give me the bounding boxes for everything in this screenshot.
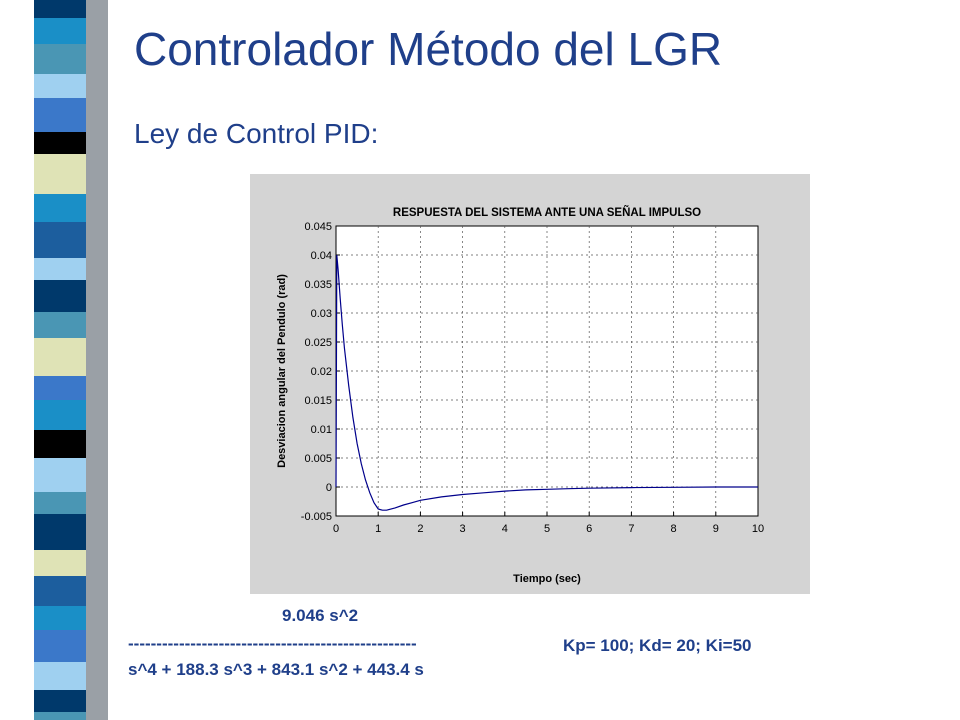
stripe-block xyxy=(34,0,86,18)
stripe-block xyxy=(34,690,86,712)
stripe-block xyxy=(34,222,86,258)
y-tick-label: 0.035 xyxy=(304,279,332,291)
transfer-function-numerator: 9.046 s^2 xyxy=(282,606,359,625)
stripe-block xyxy=(34,258,86,280)
stripe-margin xyxy=(0,0,34,720)
stripe-block xyxy=(34,280,86,312)
impulse-response-chart: 0 1 2 3 4 5 6 7 8 9 10 -0.00500.0050.010.0150.020.… xyxy=(250,174,810,594)
tick-marks xyxy=(335,225,759,517)
stripe-block xyxy=(34,312,86,338)
x-tick-label: 7 xyxy=(628,523,634,535)
stripe-block xyxy=(34,458,86,492)
transfer-function-fraction-bar: ----------------------------------------… xyxy=(128,634,417,653)
stripe-block xyxy=(34,492,86,514)
stripe-block xyxy=(34,430,86,458)
stripe-block xyxy=(34,98,86,132)
y-axis-label: Desviacion angular del Pendulo (rad) xyxy=(276,274,288,468)
transfer-function-denominator: s^4 + 188.3 s^3 + 843.1 s^2 + 443.4 s xyxy=(128,660,424,679)
x-tick-label: 8 xyxy=(671,523,677,535)
x-tick-label: 5 xyxy=(544,523,550,535)
y-tick-label: 0.03 xyxy=(311,308,332,320)
series-line xyxy=(335,254,758,511)
pid-gains: Kp= 100; Kd= 20; Ki=50 xyxy=(563,636,752,655)
stripe-block xyxy=(34,606,86,630)
stripe-block xyxy=(34,338,86,376)
x-tick-label: 10 xyxy=(752,523,764,535)
stripe-block xyxy=(34,132,86,154)
grid-lines xyxy=(336,226,758,516)
stripe-block xyxy=(34,44,86,74)
x-tick-label: 0 xyxy=(333,523,339,535)
x-tick-label: 3 xyxy=(460,523,466,535)
stripe-block xyxy=(34,514,86,550)
x-tick-label: 9 xyxy=(713,523,719,535)
stripe-block xyxy=(34,550,86,576)
stripe-block xyxy=(34,18,86,44)
y-tick-label: 0.02 xyxy=(311,366,332,378)
x-tick-label: 6 xyxy=(586,523,592,535)
x-tick-label: 2 xyxy=(417,523,423,535)
stripe-block xyxy=(34,74,86,98)
y-tick-label: 0.015 xyxy=(304,395,332,407)
y-tick-label: 0.025 xyxy=(304,337,332,349)
y-tick-label: 0.01 xyxy=(311,424,332,436)
y-tick-label: 0.04 xyxy=(311,250,332,262)
y-tick-label: 0 xyxy=(326,482,332,494)
x-axis-label: Tiempo (sec) xyxy=(513,573,581,585)
x-tick-labels: 0 1 2 3 4 5 6 7 8 9 10 xyxy=(333,523,764,535)
x-tick-label: 4 xyxy=(502,523,508,535)
chart-title: RESPUESTA DEL SISTEMA ANTE UNA SEÑAL IMP… xyxy=(393,206,701,219)
stripe-block xyxy=(34,194,86,222)
stripe-block xyxy=(34,576,86,606)
y-tick-label: 0.045 xyxy=(304,221,332,233)
y-tick-label: -0.005 xyxy=(301,511,332,523)
stripe-block xyxy=(34,400,86,430)
stripe-block xyxy=(34,154,86,194)
stripe-shadow xyxy=(86,0,108,720)
decorative-stripe-band xyxy=(0,0,108,720)
stripe-block xyxy=(34,662,86,690)
slide-subtitle: Ley de Control PID: xyxy=(134,118,379,149)
y-tick-label: 0.005 xyxy=(304,453,332,465)
stripe-block xyxy=(34,630,86,662)
stripe-block xyxy=(34,712,86,720)
y-tick-labels: -0.005 0 0.005 0.01 0.015 0.02 0.025 0.03 0.035 0… xyxy=(301,221,332,523)
stripe-block xyxy=(34,376,86,400)
slide-title: Controlador Método del LGR xyxy=(134,23,723,75)
x-tick-label: 1 xyxy=(375,523,381,535)
